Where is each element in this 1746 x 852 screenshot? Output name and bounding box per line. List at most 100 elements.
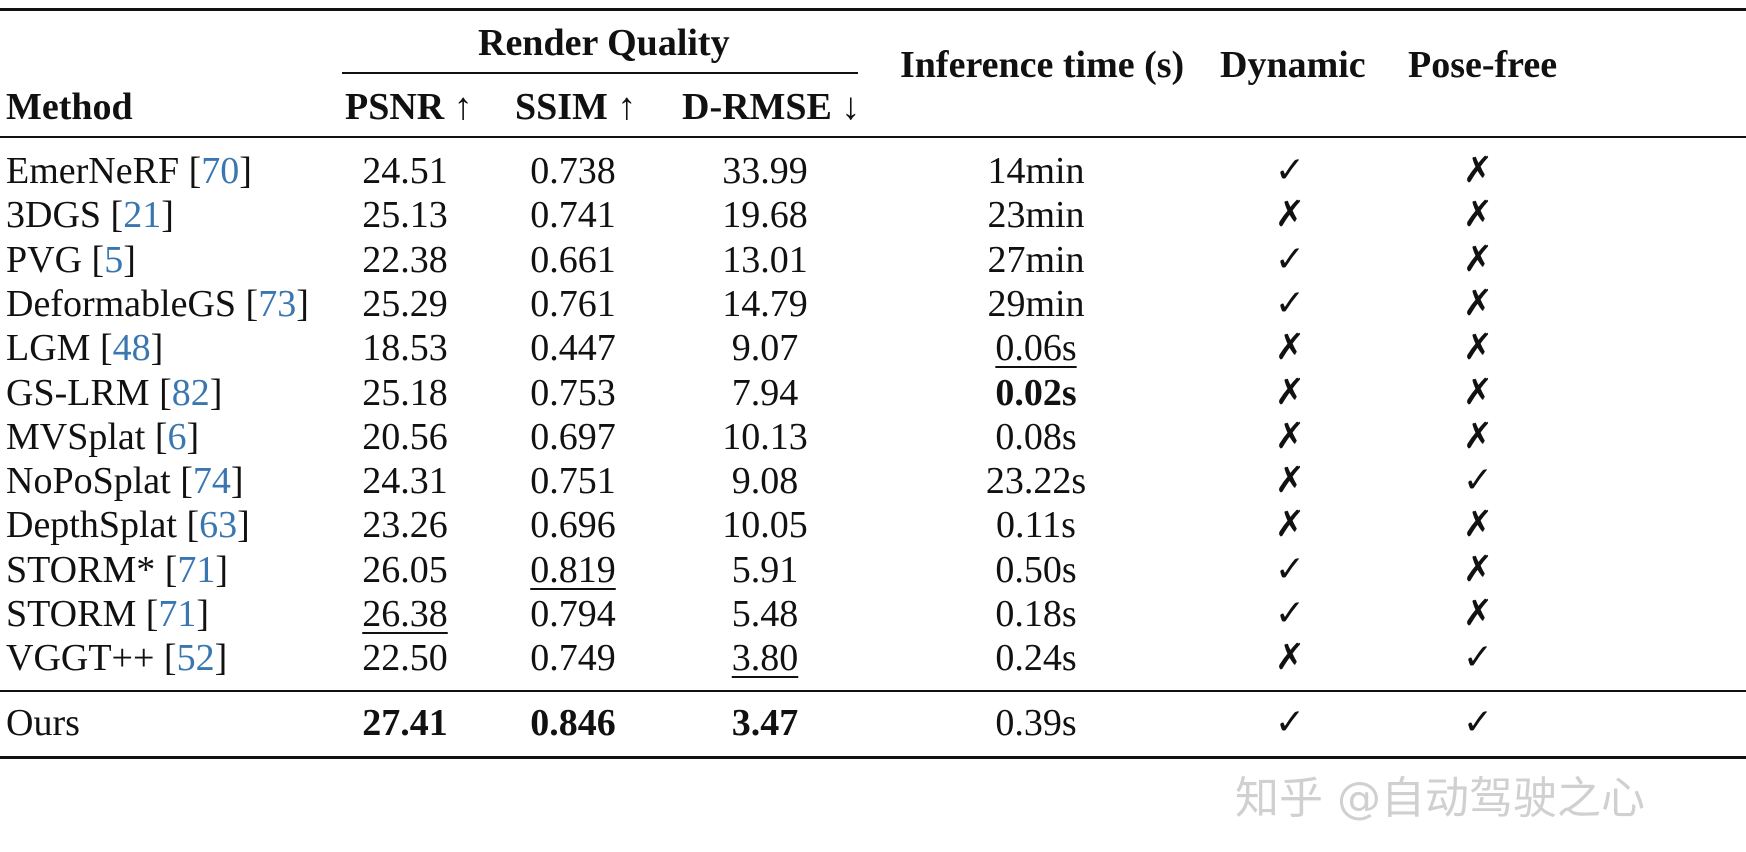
psnr-value: 22.50 xyxy=(362,637,448,680)
render-quality-header: Render Quality xyxy=(478,22,730,64)
method-label: EmerNeRF xyxy=(6,150,180,192)
time-value: 23.22s xyxy=(985,460,1087,503)
table-row: VGGT++ [52] 22.50 0.749 3.80 0.24s ✗ ✓ xyxy=(0,633,1746,683)
table-row: GS-LRM [82] 25.18 0.753 7.94 0.02s ✗ ✗ xyxy=(0,368,1746,418)
method-label: NoPoSplat xyxy=(6,460,171,503)
psnr-value: 18.53 xyxy=(362,327,448,370)
table-row: LGM [48] 18.53 0.447 9.07 0.06s ✗ ✗ xyxy=(0,323,1746,373)
time-value: 23min xyxy=(987,194,1085,237)
pose-free-mark: ✗ xyxy=(1462,238,1494,280)
ssim-value: 0.753 xyxy=(530,371,616,414)
psnr-value: 26.38 xyxy=(362,593,448,635)
method-label: 3DGS xyxy=(6,194,102,237)
dynamic-mark: ✗ xyxy=(1274,371,1306,413)
pose-free-mark: ✗ xyxy=(1462,371,1494,413)
time-value: 0.06s xyxy=(995,327,1077,370)
time-value: 0.39s xyxy=(995,702,1077,744)
ssim-value: 0.696 xyxy=(530,504,616,547)
ssim-value: 0.846 xyxy=(530,702,616,744)
method-label: STORM* xyxy=(6,548,156,591)
header-rule xyxy=(0,136,1746,138)
citation-link[interactable]: 73 xyxy=(258,282,297,325)
pose-free-mark: ✗ xyxy=(1462,593,1494,634)
time-value: 0.18s xyxy=(995,593,1077,635)
citation-link[interactable]: 52 xyxy=(176,637,215,680)
pose-free-mark: ✗ xyxy=(1462,194,1494,236)
pose-free-mark: ✓ xyxy=(1462,460,1494,502)
citation-link[interactable]: 21 xyxy=(123,194,162,237)
ssim-value: 0.819 xyxy=(530,548,616,591)
psnr-value: 25.13 xyxy=(362,194,448,237)
time-value: 29min xyxy=(987,282,1085,325)
psnr-value: 25.18 xyxy=(362,371,448,414)
table-row: DepthSplat [63] 23.26 0.696 10.05 0.11s ✗ ✗ xyxy=(0,500,1746,550)
pose-free-mark: ✗ xyxy=(1462,150,1494,191)
time-value: 0.08s xyxy=(995,415,1077,458)
inference-time-header: Inference time (s) xyxy=(900,44,1185,86)
pose-free-mark: ✗ xyxy=(1462,415,1494,457)
drmse-value: 7.94 xyxy=(731,371,799,414)
table-row: NoPoSplat [74] 24.31 0.751 9.08 23.22s ✗ ✓ xyxy=(0,456,1746,506)
method-name: VGGT++ [52] xyxy=(6,637,228,680)
method-name: LGM [48] xyxy=(6,327,164,370)
dynamic-mark: ✓ xyxy=(1274,702,1306,743)
citation-link[interactable]: 71 xyxy=(177,548,216,591)
drmse-value: 14.79 xyxy=(722,282,808,325)
psnr-header: PSNR ↑ xyxy=(345,86,473,128)
citation-link[interactable]: 74 xyxy=(192,460,231,503)
method-label: GS-LRM xyxy=(6,371,150,414)
dynamic-mark: ✓ xyxy=(1274,593,1306,634)
drmse-value: 9.07 xyxy=(731,327,799,370)
time-value: 0.24s xyxy=(995,637,1077,680)
dynamic-header: Dynamic xyxy=(1220,44,1366,86)
drmse-value: 3.80 xyxy=(731,637,799,680)
psnr-value: 27.41 xyxy=(362,702,448,744)
time-value: 0.11s xyxy=(996,504,1076,547)
method-label: MVSplat xyxy=(6,415,146,458)
psnr-value: 22.38 xyxy=(362,238,448,281)
table-row: PVG [5] 22.38 0.661 13.01 27min ✓ ✗ xyxy=(0,235,1746,285)
method-name: NoPoSplat [74] xyxy=(6,460,244,503)
method-header: Method xyxy=(6,86,133,128)
method-name: DeformableGS [73] xyxy=(6,282,309,325)
ssim-value: 0.794 xyxy=(530,593,616,635)
citation-link[interactable]: 70 xyxy=(201,150,240,192)
ssim-value: 0.761 xyxy=(530,282,616,325)
citation-link[interactable]: 63 xyxy=(199,504,238,547)
method-name: STORM* [71] xyxy=(6,548,229,591)
ssim-value: 0.697 xyxy=(530,415,616,458)
render-quality-underline xyxy=(342,72,858,74)
citation-link[interactable]: 6 xyxy=(167,415,187,458)
time-value: 27min xyxy=(987,238,1085,281)
method-label: VGGT++ xyxy=(6,637,155,680)
method-name: STORM [71] xyxy=(6,593,210,635)
citation-link[interactable]: 82 xyxy=(171,371,210,414)
dynamic-mark: ✗ xyxy=(1274,327,1306,369)
method-name: 3DGS [21] xyxy=(6,194,174,237)
psnr-value: 24.31 xyxy=(362,460,448,503)
dynamic-mark: ✓ xyxy=(1274,150,1306,191)
psnr-value: 20.56 xyxy=(362,415,448,458)
method-name: PVG [5] xyxy=(6,238,136,281)
table-row: MVSplat [6] 20.56 0.697 10.13 0.08s ✗ ✗ xyxy=(0,412,1746,462)
citation-link[interactable]: 71 xyxy=(158,593,197,635)
ssim-value: 0.661 xyxy=(530,238,616,281)
method-name: DepthSplat [63] xyxy=(6,504,250,547)
method-name: Ours xyxy=(6,702,80,744)
citation-link[interactable]: 48 xyxy=(112,327,151,370)
drmse-value: 10.13 xyxy=(722,415,808,458)
drmse-value: 9.08 xyxy=(731,460,799,503)
ssim-value: 0.447 xyxy=(530,327,616,370)
ssim-value: 0.751 xyxy=(530,460,616,503)
table-row: DeformableGS [73] 25.29 0.761 14.79 29min ✓ ✗ xyxy=(0,279,1746,329)
citation-link[interactable]: 5 xyxy=(104,238,124,281)
psnr-value: 25.29 xyxy=(362,282,448,325)
method-name: MVSplat [6] xyxy=(6,415,200,458)
pose-free-mark: ✓ xyxy=(1462,702,1494,743)
method-label: LGM xyxy=(6,327,91,370)
time-value: 0.02s xyxy=(995,371,1077,414)
dynamic-mark: ✓ xyxy=(1274,238,1306,280)
drmse-value: 10.05 xyxy=(722,504,808,547)
pose-free-mark: ✗ xyxy=(1462,327,1494,369)
dynamic-mark: ✗ xyxy=(1274,460,1306,502)
